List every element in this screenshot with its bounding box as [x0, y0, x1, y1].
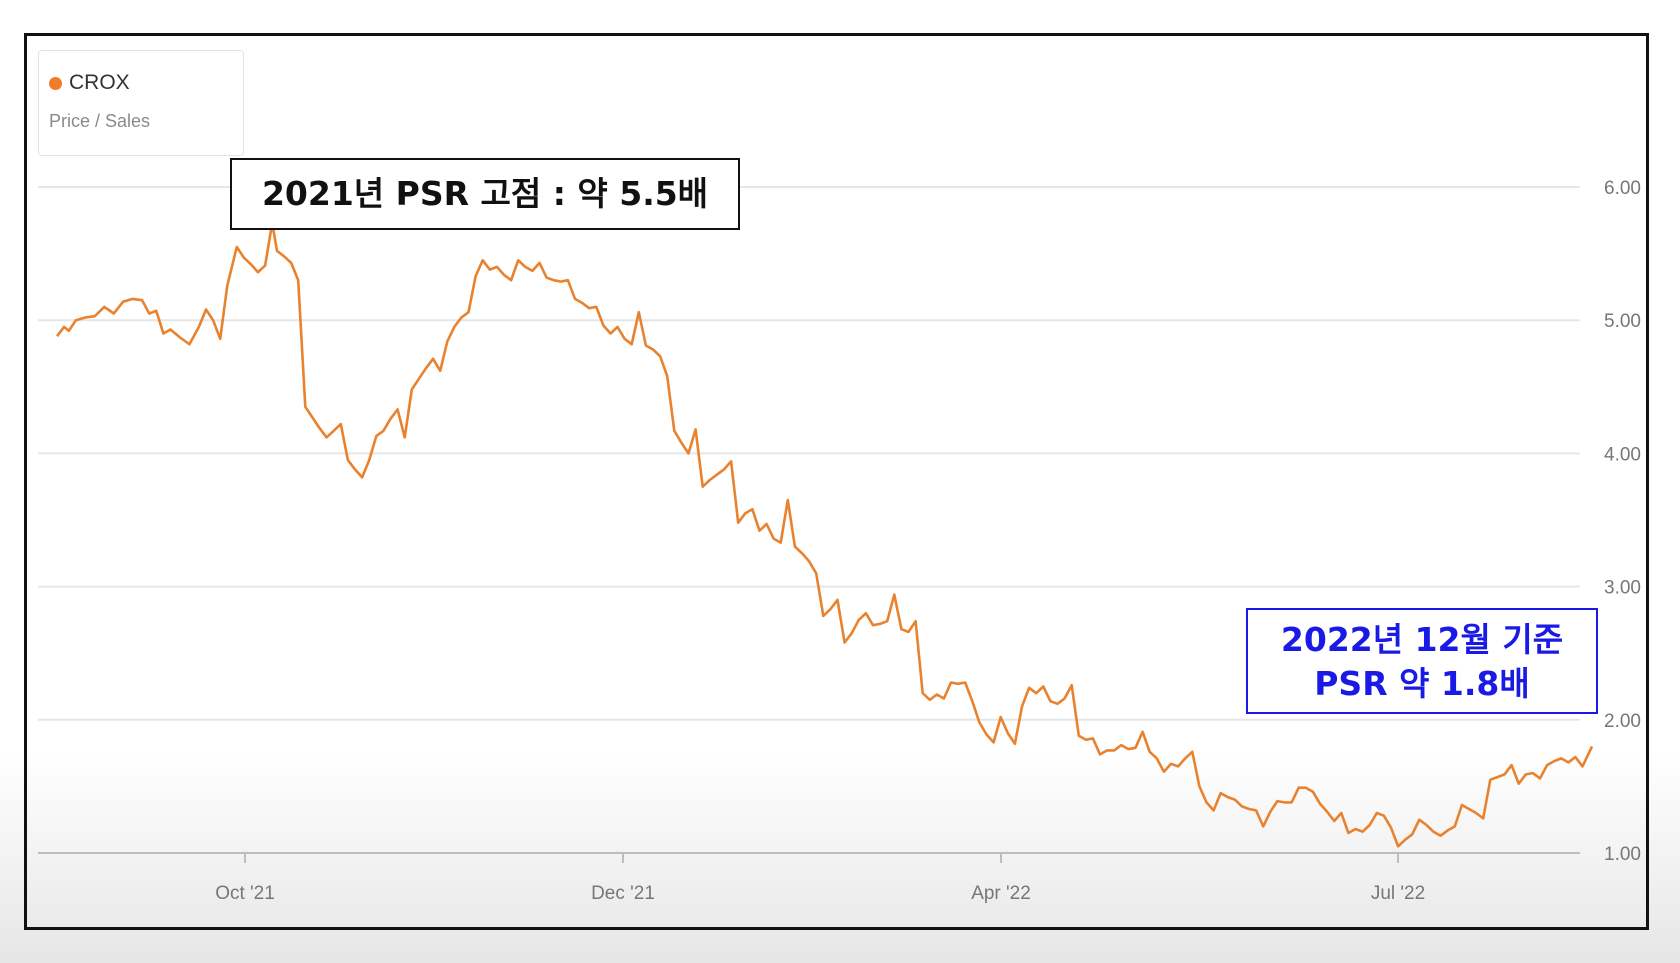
y-tick-label: 3.00	[1604, 578, 1641, 599]
x-tick-label: Dec '21	[591, 883, 655, 904]
annotation-current-line2: PSR 약 1.8배	[1314, 664, 1530, 703]
legend-series-name: CROX	[69, 71, 130, 94]
legend-metric: Price / Sales	[49, 111, 151, 131]
chart-legend[interactable]: CROX Price / Sales	[38, 50, 244, 156]
legend-row: CROX	[49, 71, 130, 95]
x-tick-label: Jul '22	[1371, 883, 1425, 904]
annotation-current-psr: 2022년 12월 기준 PSR 약 1.8배	[1246, 608, 1598, 714]
annotation-2021-high: 2021년 PSR 고점 : 약 5.5배	[230, 158, 740, 230]
chart-frame	[24, 33, 1649, 930]
series-line-crox	[55, 221, 1594, 848]
annotation-current-line1: 2022년 12월 기준	[1280, 620, 1564, 659]
series-dot-icon	[49, 76, 62, 90]
y-tick-label: 6.00	[1604, 178, 1641, 199]
y-tick-label: 5.00	[1604, 311, 1641, 332]
y-tick-label: 2.00	[1604, 711, 1641, 732]
x-tick-label: Oct '21	[215, 883, 275, 904]
y-tick-label: 1.00	[1604, 844, 1641, 865]
x-tick-label: Apr '22	[971, 883, 1031, 904]
y-tick-label: 4.00	[1604, 444, 1641, 465]
